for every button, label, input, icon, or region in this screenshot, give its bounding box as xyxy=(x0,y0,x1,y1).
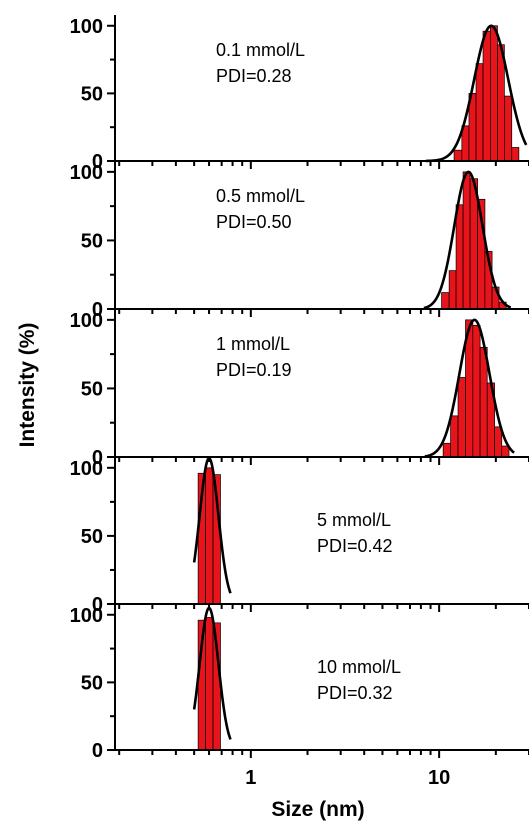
panel-annotation: 1 mmol/L xyxy=(216,334,290,354)
gaussian-fit-curve xyxy=(425,24,528,163)
panel-annotation: 0.1 mmol/L xyxy=(216,40,305,60)
x-tick-label: 10 xyxy=(428,767,450,789)
histogram-bar xyxy=(511,147,520,162)
gaussian-fit-curve xyxy=(192,606,232,740)
y-tick-label: 100 xyxy=(70,310,103,332)
histogram-bar xyxy=(453,149,463,162)
gaussian-fit-curve xyxy=(423,170,512,310)
histogram-bar xyxy=(450,415,459,458)
histogram-bar xyxy=(448,270,457,310)
histogram-bar xyxy=(442,442,451,458)
histogram-bar xyxy=(472,324,481,458)
y-tick-label: 0 xyxy=(92,740,103,762)
y-tick-label: 50 xyxy=(81,526,103,548)
y-tick-label: 50 xyxy=(81,378,103,400)
x-axis-title: Size (nm) xyxy=(271,798,364,821)
histogram-bar xyxy=(475,63,484,162)
panel-annotation: PDI=0.28 xyxy=(216,66,292,86)
y-tick-label: 50 xyxy=(81,83,103,105)
y-tick-label: 100 xyxy=(70,605,103,627)
y-tick-label: 0 xyxy=(92,594,103,616)
y-tick-label: 50 xyxy=(81,672,103,694)
panel-annotation: PDI=0.50 xyxy=(216,212,292,232)
histogram-bar xyxy=(494,426,503,458)
panel-annotation: PDI=0.32 xyxy=(317,683,393,703)
histogram-bar xyxy=(479,346,488,458)
histogram-bar xyxy=(482,30,491,162)
y-tick-label: 100 xyxy=(70,458,103,480)
y-axis-title: Intensity (%) xyxy=(16,323,39,448)
y-tick-label: 0 xyxy=(92,151,103,173)
panel-annotation: 0.5 mmol/L xyxy=(216,186,305,206)
gaussian-fit-curve xyxy=(192,456,232,594)
gaussian-fit-curve xyxy=(424,318,515,458)
panel-annotation: 10 mmol/L xyxy=(317,657,401,677)
y-tick-label: 0 xyxy=(92,447,103,469)
histogram-bar xyxy=(205,467,214,605)
y-tick-label: 100 xyxy=(70,162,103,184)
y-tick-label: 0 xyxy=(92,299,103,321)
panel-annotation: PDI=0.42 xyxy=(317,536,393,556)
panel-annotation: PDI=0.19 xyxy=(216,360,292,380)
y-tick-label: 50 xyxy=(81,230,103,252)
y-tick-label: 100 xyxy=(70,16,103,38)
histogram-bar xyxy=(489,25,498,162)
histogram-bar xyxy=(455,204,464,310)
histogram-bar xyxy=(457,377,466,458)
histogram-bar xyxy=(504,95,513,162)
histogram-bar xyxy=(205,617,214,751)
x-tick-label: 1 xyxy=(245,767,256,789)
histogram-bar xyxy=(441,292,450,310)
panel-annotation: 5 mmol/L xyxy=(317,510,391,530)
histogram-bar xyxy=(462,171,471,310)
